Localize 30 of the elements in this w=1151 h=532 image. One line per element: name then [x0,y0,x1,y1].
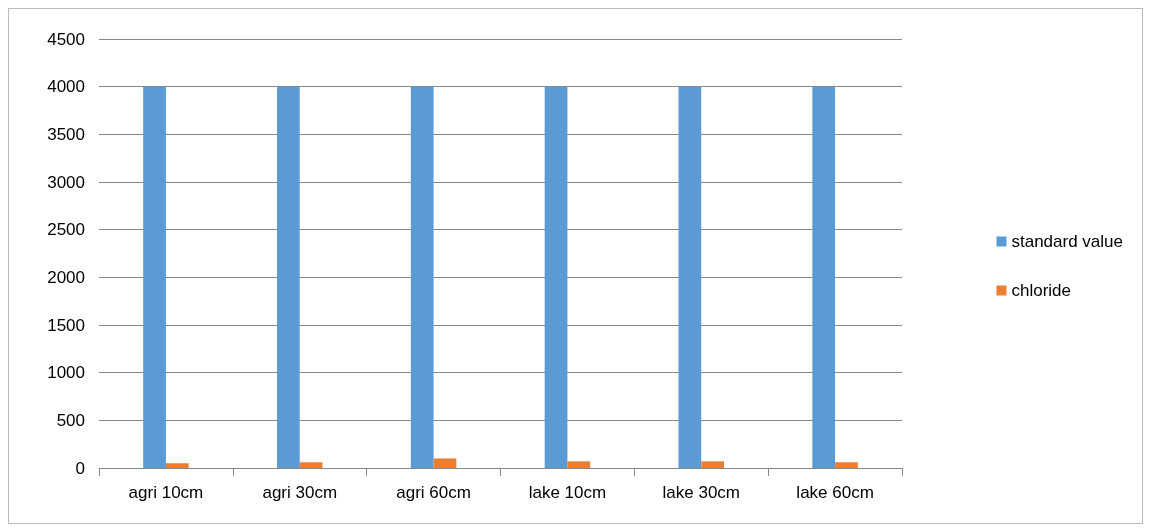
y-tick-label: 4500 [47,29,85,49]
legend-label: chloride [1011,281,1072,300]
bar [544,86,568,468]
bar [165,463,189,468]
y-tick-label: 1000 [47,363,85,383]
bar [299,462,323,468]
x-tick-label: lake 30cm [662,483,740,502]
x-tick-label: lake 60cm [796,483,874,502]
legend-label: standard value [1011,232,1124,251]
x-tick-label: lake 10cm [528,483,607,502]
y-tick-label: 500 [56,410,85,430]
y-tick-label: 1500 [47,315,85,335]
bar [835,462,858,468]
x-tick-label: agri 60cm [396,483,471,502]
bar [277,86,300,468]
y-tick-label: 2500 [47,220,85,240]
y-tick-label: 0 [75,458,85,478]
x-tick-label: agri 30cm [262,483,338,502]
y-tick-label: 2000 [47,267,85,287]
bar [678,86,702,468]
bar [567,461,591,468]
bar [701,461,724,468]
bar [143,86,166,468]
y-tick-label: 4000 [47,77,85,97]
x-tick-label: agri 10cm [128,483,204,502]
y-tick-label: 3500 [47,124,85,144]
y-tick-label: 3000 [47,172,85,192]
bar [410,86,434,468]
bar [433,458,457,468]
bar [812,86,836,468]
